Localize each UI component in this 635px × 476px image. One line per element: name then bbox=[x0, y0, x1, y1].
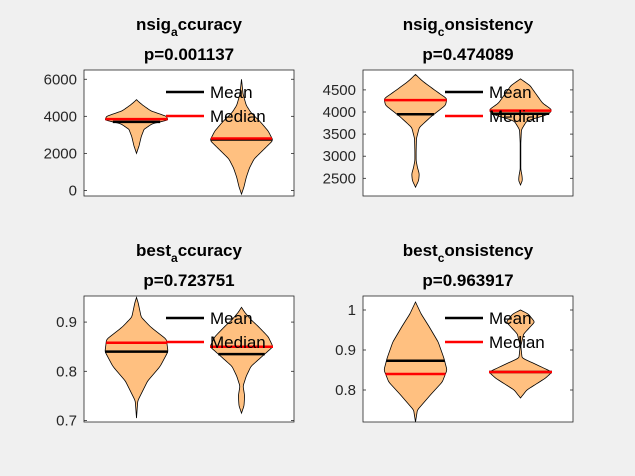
y-tick-label: 0.7 bbox=[56, 413, 77, 430]
legend-label-median: Median bbox=[210, 107, 266, 126]
y-tick-label: 1 bbox=[348, 302, 356, 319]
chart-title-main: nsig bbox=[136, 15, 171, 34]
plot-area bbox=[363, 70, 573, 196]
pvalue-label: p=0.474089 bbox=[422, 45, 513, 64]
chart-title-subscript: a bbox=[171, 251, 178, 265]
violin-group-2 bbox=[489, 78, 552, 186]
subplot-4: bestconsistency p=0.963917 0.8 0.9 1 Mean Medi… bbox=[335, 241, 574, 423]
chart-title-rest: ccuracy bbox=[178, 15, 243, 34]
chart-title: nsigaccuracy bbox=[136, 15, 242, 39]
chart-title-main: nsig bbox=[403, 15, 438, 34]
violin-group-1 bbox=[383, 73, 448, 189]
y-tick-label: 3000 bbox=[323, 148, 356, 165]
legend-label-median: Median bbox=[489, 333, 545, 352]
violin-group-2 bbox=[210, 79, 273, 196]
y-tick-label: 0.9 bbox=[56, 314, 77, 331]
y-tick-label: 3500 bbox=[323, 126, 356, 143]
y-tick-label: 0 bbox=[69, 182, 77, 199]
pvalue-label: p=0.723751 bbox=[143, 271, 234, 290]
axes-box bbox=[362, 295, 574, 423]
legend-label-mean: Mean bbox=[210, 309, 253, 328]
axes-box bbox=[362, 69, 574, 197]
y-tick-label: 2000 bbox=[44, 145, 77, 162]
violin-group-1 bbox=[104, 99, 169, 155]
axes-box bbox=[83, 295, 295, 423]
legend-label-mean: Mean bbox=[210, 83, 253, 102]
axes-box bbox=[83, 69, 295, 197]
subplot-3: bestaccuracy p=0.723751 0.7 0.8 0.9 Mean Media… bbox=[56, 241, 295, 430]
legend-label-mean: Mean bbox=[489, 309, 532, 328]
chart-title-subscript: c bbox=[438, 251, 445, 265]
chart-title-main: best bbox=[403, 241, 438, 260]
violin-group-2 bbox=[210, 306, 273, 415]
chart-title: nsigconsistency bbox=[403, 15, 534, 39]
legend-label-median: Median bbox=[489, 107, 545, 126]
subplot-grid: nsigaccuracyp=0.0011370200040006000MeanM… bbox=[44, 15, 574, 430]
chart-title-rest: ccuracy bbox=[178, 241, 243, 260]
chart-title: bestaccuracy bbox=[136, 241, 242, 265]
y-tick-label: 2500 bbox=[323, 170, 356, 187]
legend-label-mean: Mean bbox=[489, 83, 532, 102]
y-tick-label: 0.9 bbox=[335, 342, 356, 359]
violin-group-1 bbox=[104, 296, 169, 419]
subplot-1: nsigaccuracy p=0.001137 0 2000 4000 6000 Mean M… bbox=[44, 15, 295, 199]
chart-title-rest: onsistency bbox=[444, 15, 533, 34]
y-tick-label: 6000 bbox=[44, 71, 77, 88]
y-tick-label: 4000 bbox=[44, 108, 77, 125]
chart-title-subscript: a bbox=[171, 25, 178, 39]
y-tick-label: 4500 bbox=[323, 82, 356, 99]
pvalue-label: p=0.963917 bbox=[422, 271, 513, 290]
legend-label-median: Median bbox=[210, 333, 266, 352]
pvalue-label: p=0.001137 bbox=[144, 45, 234, 64]
chart-title-rest: onsistency bbox=[444, 241, 533, 260]
violin-group-2 bbox=[489, 309, 552, 399]
subplot-2: nsigconsistency p=0.474089 2500 3000 3500 400… bbox=[323, 15, 574, 197]
y-tick-label: 4000 bbox=[323, 104, 356, 121]
y-tick-label: 0.8 bbox=[56, 363, 77, 380]
chart-title-subscript: c bbox=[438, 25, 445, 39]
chart-title: bestconsistency bbox=[403, 241, 534, 265]
chart-title-main: best bbox=[136, 241, 171, 260]
y-tick-label: 0.8 bbox=[335, 382, 356, 399]
